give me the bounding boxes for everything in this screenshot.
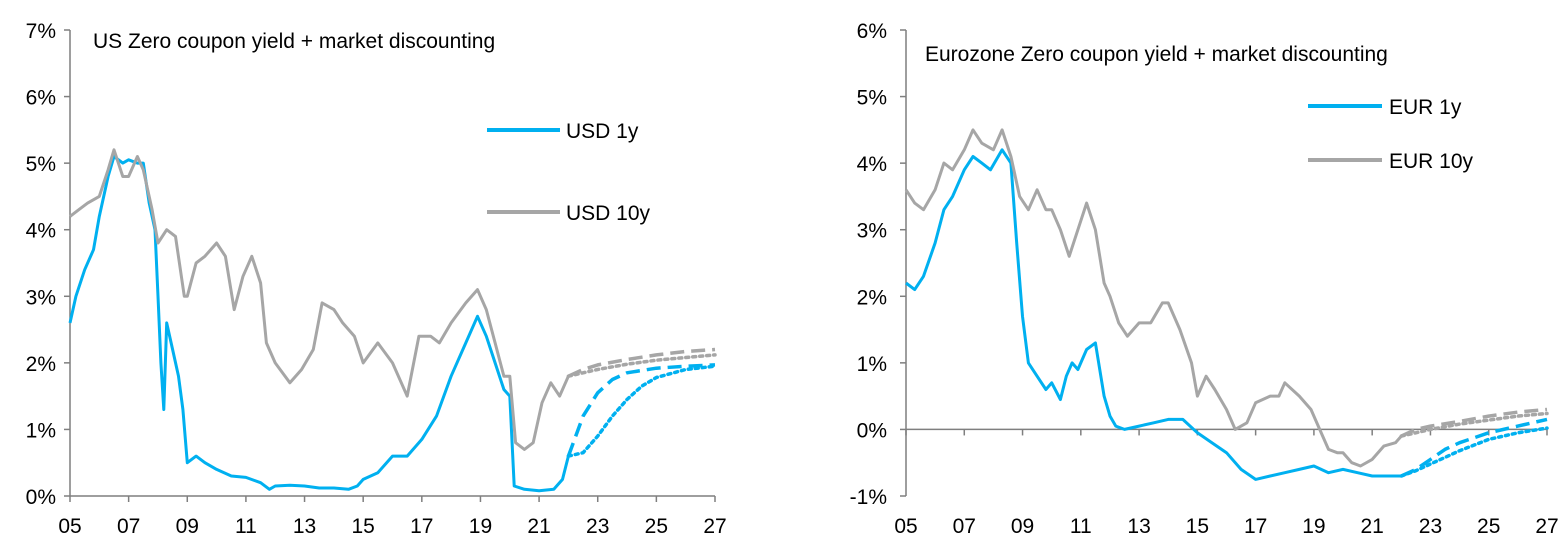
us-x-tick-label: 27 [703, 515, 726, 538]
eurozone-y-tick-label: 6% [857, 20, 887, 43]
eurozone-legend-label: EUR 1y [1389, 96, 1462, 119]
eurozone-x-tick-label: 19 [1302, 515, 1325, 538]
us-line-series-5-dotted [566, 353, 717, 378]
us-x-tick-label: 25 [645, 515, 668, 538]
us-line-series-2-dashed [566, 363, 716, 457]
us-x-tick-label: 11 [235, 515, 257, 538]
eurozone-y-tick-label: 1% [857, 353, 887, 376]
eurozone-yield-chart: Eurozone Zero coupon yield + market disc… [850, 20, 1559, 538]
us-y-tick-label: 6% [26, 87, 56, 110]
us-legend-label: USD 10y [566, 202, 651, 225]
us-y-tick-label: 3% [26, 286, 56, 309]
us-chart-title: US Zero coupon yield + market discountin… [93, 30, 495, 53]
us-yield-chart: US Zero coupon yield + market discountin… [26, 20, 727, 538]
eurozone-chart-title: Eurozone Zero coupon yield + market disc… [925, 43, 1388, 66]
us-line-series-3-dotted [566, 364, 717, 458]
us-y-tick-label: 2% [26, 353, 56, 376]
us-x-tick-label: 05 [58, 515, 81, 538]
eurozone-x-tick-label: 11 [1070, 515, 1092, 538]
eurozone-y-tick-label: -1% [850, 486, 887, 509]
eurozone-x-tick-label: 21 [1361, 515, 1384, 538]
eurozone-x-tick-label: 05 [894, 515, 917, 538]
us-x-tick-label: 21 [527, 515, 550, 538]
us-y-tick-label: 4% [26, 220, 56, 243]
eurozone-line-series-5-dotted [1399, 411, 1549, 438]
eurozone-y-tick-label: 5% [857, 87, 887, 110]
us-x-tick-label: 23 [586, 515, 609, 538]
us-x-tick-label: 19 [469, 515, 492, 538]
eurozone-x-tick-label: 07 [953, 515, 976, 538]
us-y-tick-label: 0% [26, 486, 56, 509]
us-x-tick-label: 17 [410, 515, 433, 538]
eurozone-legend-label: EUR 10y [1389, 150, 1474, 173]
eurozone-x-tick-label: 09 [1011, 515, 1034, 538]
eurozone-x-tick-label: 27 [1535, 515, 1558, 538]
eurozone-x-tick-label: 17 [1244, 515, 1267, 538]
eurozone-x-tick-label: 15 [1186, 515, 1209, 538]
eurozone-line-eur-1y [905, 148, 1402, 481]
eurozone-y-tick-label: 4% [857, 153, 887, 176]
us-x-tick-label: 07 [117, 515, 140, 538]
eurozone-x-tick-label: 13 [1127, 515, 1150, 538]
us-x-tick-label: 15 [352, 515, 375, 538]
eurozone-x-tick-label: 23 [1419, 515, 1442, 538]
us-y-tick-label: 5% [26, 153, 56, 176]
eurozone-y-tick-label: 2% [857, 286, 887, 309]
eurozone-y-tick-label: 0% [857, 419, 887, 442]
eurozone-x-tick-label: 25 [1477, 515, 1500, 538]
eurozone-y-tick-label: 3% [857, 220, 887, 243]
us-y-tick-label: 1% [26, 419, 56, 442]
eurozone-line-series-3-dotted [1399, 426, 1549, 478]
eurozone-line-eur-10y [904, 128, 1403, 468]
us-y-tick-label: 7% [26, 20, 56, 43]
us-legend-label: USD 1y [566, 120, 639, 143]
us-x-tick-label: 09 [176, 515, 199, 538]
us-line-usd-10y [69, 148, 570, 451]
us-x-tick-label: 13 [293, 515, 316, 538]
